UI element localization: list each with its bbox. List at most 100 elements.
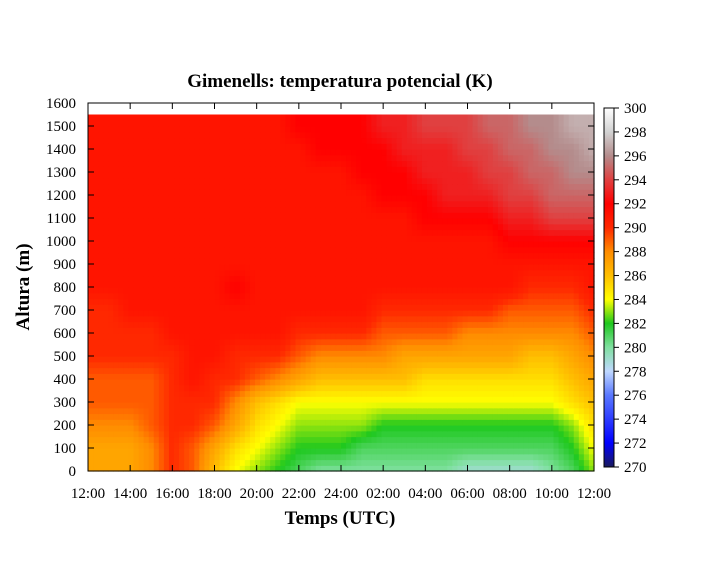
heatmap-cell — [391, 298, 398, 305]
heatmap-cell — [148, 212, 155, 219]
heatmap-cell — [548, 384, 555, 392]
heatmap-cell — [518, 459, 524, 466]
heatmap-cell — [543, 281, 550, 288]
heatmap-cell — [113, 436, 119, 443]
heatmap-cell — [351, 344, 357, 351]
heatmap-cell — [492, 258, 499, 265]
heatmap-cell — [543, 442, 550, 449]
heatmap-cell — [219, 448, 226, 455]
heatmap-cell — [305, 453, 312, 461]
heatmap-cell — [351, 327, 357, 334]
heatmap-cell — [437, 195, 443, 202]
heatmap-cell — [371, 459, 378, 466]
heatmap-cell — [437, 292, 443, 300]
heatmap-cell — [270, 384, 276, 392]
heatmap-cell — [315, 453, 322, 461]
heatmap-cell — [179, 419, 185, 426]
heatmap-cell — [477, 287, 484, 294]
heatmap-cell — [376, 195, 383, 202]
heatmap-cell — [239, 183, 246, 190]
heatmap-cell — [325, 310, 332, 317]
heatmap-cell — [356, 281, 362, 288]
heatmap-cell — [93, 361, 99, 369]
heatmap-cell — [482, 258, 489, 265]
heatmap-cell — [194, 453, 200, 461]
heatmap-cell — [153, 350, 160, 357]
heatmap-cell — [239, 390, 246, 397]
heatmap-cell — [260, 229, 266, 236]
heatmap-cell — [356, 321, 362, 328]
heatmap-cell — [492, 402, 499, 409]
heatmap-cell — [507, 430, 514, 438]
heatmap-cell — [406, 292, 413, 300]
heatmap-cell — [381, 287, 388, 294]
heatmap-cell — [361, 298, 367, 305]
heatmap-cell — [421, 425, 428, 432]
heatmap-cell — [189, 373, 195, 380]
heatmap-cell — [88, 402, 94, 409]
heatmap-cell — [421, 384, 428, 392]
heatmap-cell — [502, 229, 509, 236]
heatmap-cell — [315, 430, 322, 438]
heatmap-cell — [174, 200, 180, 208]
heatmap-cell — [416, 430, 423, 438]
heatmap-cell — [315, 425, 322, 432]
heatmap-cell — [371, 402, 378, 409]
heatmap-cell — [371, 298, 378, 305]
heatmap-cell — [432, 241, 438, 248]
heatmap-cell — [492, 275, 499, 282]
heatmap-cell — [163, 189, 170, 196]
heatmap-cell — [184, 292, 190, 300]
heatmap-cell — [452, 223, 458, 231]
heatmap-cell — [401, 453, 408, 461]
heatmap-cell — [528, 321, 534, 328]
heatmap-cell — [270, 246, 276, 254]
heatmap-cell — [199, 396, 205, 403]
heatmap-cell — [163, 442, 170, 449]
heatmap-cell — [153, 206, 160, 213]
heatmap-cell — [305, 258, 312, 265]
heatmap-cell — [386, 350, 393, 357]
heatmap-cell — [229, 218, 236, 225]
heatmap-cell — [381, 252, 388, 259]
heatmap-cell — [356, 338, 362, 346]
heatmap-cell — [300, 241, 307, 248]
heatmap-cell — [123, 379, 130, 386]
heatmap-cell — [341, 407, 347, 415]
heatmap-cell — [548, 344, 555, 351]
heatmap-cell — [588, 258, 595, 265]
heatmap-cell — [366, 258, 372, 265]
heatmap-cell — [320, 413, 327, 420]
heatmap-cell — [128, 384, 135, 392]
heatmap-cell — [507, 333, 514, 340]
heatmap-cell — [432, 281, 438, 288]
heatmap-cell — [153, 367, 160, 374]
heatmap-cell — [346, 298, 352, 305]
heatmap-cell — [432, 189, 438, 196]
heatmap-cell — [153, 465, 160, 472]
heatmap-cell — [341, 344, 347, 351]
heatmap-cell — [330, 189, 337, 196]
heatmap-cell — [553, 304, 560, 311]
heatmap-cell — [563, 419, 570, 426]
heatmap-cell — [123, 235, 130, 242]
heatmap-cell — [513, 304, 519, 311]
heatmap-cell — [411, 287, 418, 294]
heatmap-cell — [356, 379, 362, 386]
heatmap-cell — [275, 384, 281, 392]
heatmap-cell — [437, 367, 443, 374]
heatmap-cell — [386, 367, 393, 374]
heatmap-cell — [533, 229, 539, 236]
heatmap-cell — [199, 281, 205, 288]
heatmap-cell — [462, 235, 469, 242]
heatmap-cell — [270, 430, 276, 438]
heatmap-cell — [249, 304, 256, 311]
heatmap-cell — [573, 200, 580, 208]
heatmap-cell — [153, 356, 160, 363]
heatmap-cell — [381, 402, 388, 409]
heatmap-cell — [163, 390, 170, 397]
heatmap-cell — [583, 350, 590, 357]
heatmap-cell — [356, 407, 362, 415]
heatmap-cell — [507, 212, 514, 219]
heatmap-cell — [189, 402, 195, 409]
